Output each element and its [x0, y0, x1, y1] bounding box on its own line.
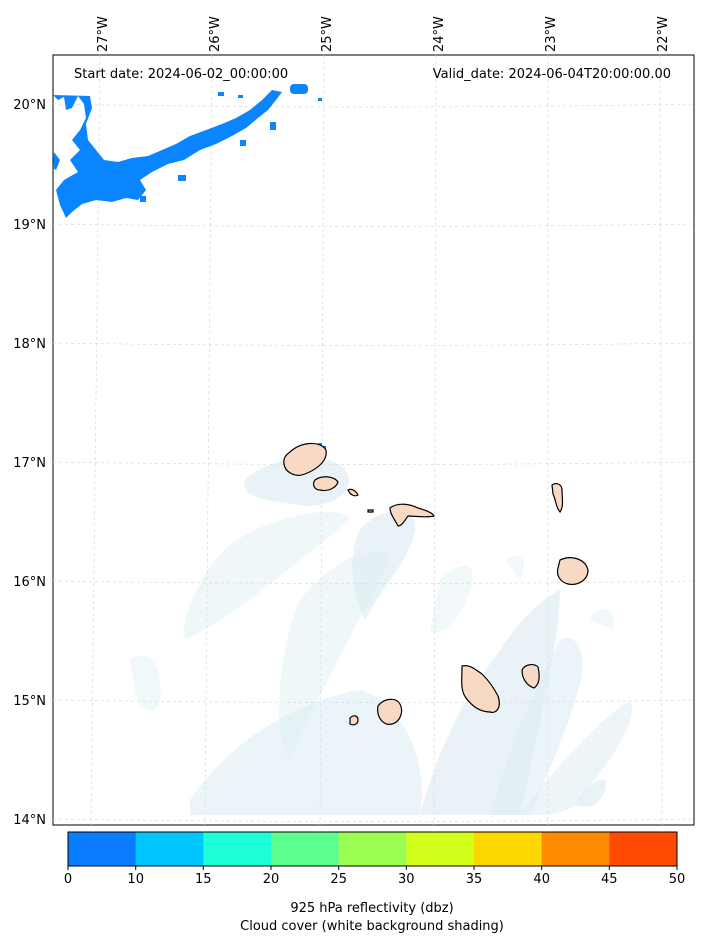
island-santa-luzia — [347, 488, 359, 497]
island-brava — [349, 715, 359, 726]
colorbar-frame — [67, 831, 678, 867]
colorbar-swatch — [203, 832, 272, 866]
lon-tick-label: 23°W — [544, 16, 559, 52]
longitude-ticks: 27°W 26°W 25°W 24°W 23°W 22°W — [96, 16, 671, 52]
map-frame — [52, 54, 695, 826]
island-santo-antao — [283, 442, 327, 476]
island-boa-vista — [556, 557, 589, 585]
cloud-shading — [130, 457, 632, 815]
colorbar-swatch — [271, 832, 340, 866]
colorbar-swatch — [338, 832, 407, 866]
lat-tick-label: 14°N — [13, 813, 46, 828]
lon-tick-label: 26°W — [208, 16, 223, 52]
colorbar-tick-label: 30 — [398, 872, 415, 887]
lat-tick-label: 15°N — [13, 694, 46, 709]
colorbar-tick-label: 0 — [64, 872, 72, 887]
island-branco — [367, 509, 374, 513]
reflectivity-patches — [53, 84, 326, 449]
colorbar-title: 925 hPa reflectivity (dbz) — [290, 901, 453, 916]
colorbar-ticks: 0 10 15 20 25 30 35 40 45 50 — [64, 872, 685, 887]
colorbar-swatch — [541, 832, 610, 866]
valid-date-label: Valid_date: 2024-06-04T20:00:00.00 — [433, 67, 671, 82]
colorbar-tick-marks — [67, 866, 678, 870]
colorbar-tick-label: 40 — [533, 872, 550, 887]
colorbar-tick-label: 35 — [466, 872, 483, 887]
colorbar-tick-label: 25 — [330, 872, 347, 887]
island-santiago — [461, 665, 500, 713]
island-sao-vicente — [313, 476, 339, 492]
lon-tick-label: 25°W — [320, 16, 335, 52]
colorbar-swatch — [135, 832, 204, 866]
colorbar-tick-label: 15 — [195, 872, 212, 887]
colorbar-swatch — [406, 832, 475, 866]
lat-tick-label: 16°N — [13, 575, 46, 590]
island-sal — [551, 483, 564, 513]
island-maio — [521, 664, 540, 689]
colorbar-tick-label: 20 — [263, 872, 280, 887]
lon-tick-label: 22°W — [656, 16, 671, 52]
colorbar-swatch — [474, 832, 543, 866]
lon-tick-label: 24°W — [432, 16, 447, 52]
colorbar-tick-label: 50 — [669, 872, 686, 887]
islands — [283, 442, 589, 726]
colorbar-swatches — [68, 832, 678, 866]
colorbar-swatch — [609, 832, 678, 866]
colorbar-tick-label: 10 — [127, 872, 144, 887]
latitude-ticks: 20°N 19°N 18°N 17°N 16°N 15°N 14°N — [13, 98, 46, 828]
island-sao-nicolau — [389, 503, 435, 527]
start-date-label: Start date: 2024-06-02_00:00:00 — [74, 67, 288, 82]
island-fogo — [377, 698, 403, 725]
lat-tick-label: 19°N — [13, 218, 46, 233]
lon-tick-label: 27°W — [96, 16, 111, 52]
colorbar-swatch — [68, 832, 137, 866]
lat-tick-label: 18°N — [13, 337, 46, 352]
lat-tick-label: 17°N — [13, 456, 46, 471]
colorbar: 0 10 15 20 25 30 35 40 45 50 925 hPa ref… — [64, 831, 685, 934]
colorbar-tick-label: 45 — [601, 872, 618, 887]
lat-tick-label: 20°N — [13, 98, 46, 113]
colorbar-subtitle: Cloud cover (white background shading) — [240, 919, 504, 934]
